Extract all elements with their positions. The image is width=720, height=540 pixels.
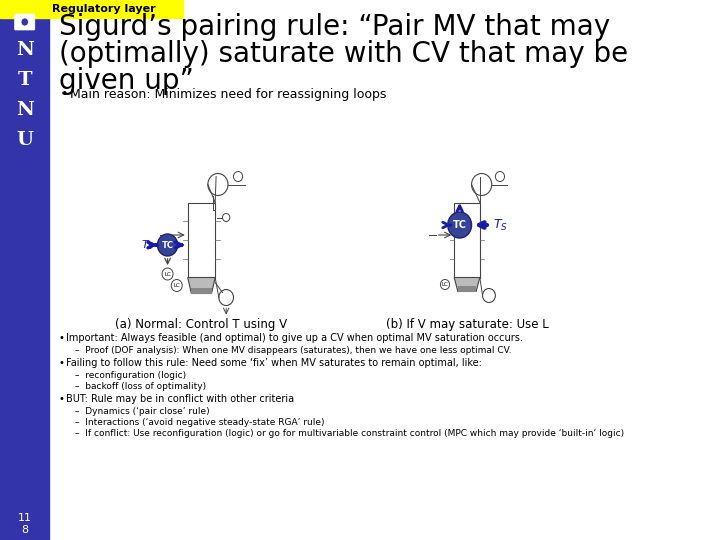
Text: LC: LC [174,283,180,288]
Text: N: N [16,41,34,59]
Circle shape [495,172,505,181]
Text: $T_S$: $T_S$ [140,238,154,252]
Bar [188,202,215,278]
Bar [0,0,50,540]
Text: 11: 11 [18,513,32,523]
Text: TC: TC [453,220,467,230]
Text: Regulatory layer: Regulatory layer [52,4,156,14]
Circle shape [219,289,233,306]
Polygon shape [454,278,480,292]
Circle shape [448,212,472,238]
Text: (b) If V may saturate: Use L: (b) If V may saturate: Use L [386,318,549,331]
Bar [454,202,480,278]
Text: •: • [58,394,65,403]
Circle shape [162,268,173,280]
Polygon shape [188,278,215,294]
Text: LC: LC [441,282,449,287]
Text: Main reason: Minimizes need for reassigning loops: Main reason: Minimizes need for reassign… [70,88,386,101]
Circle shape [171,280,182,292]
Circle shape [208,173,228,195]
Text: •: • [58,333,65,343]
Text: 8: 8 [21,525,28,535]
Circle shape [233,172,243,181]
Text: Important: Always feasible (and optimal) to give up a CV when optimal MV saturat: Important: Always feasible (and optimal)… [66,333,523,343]
Text: •: • [58,357,65,368]
Circle shape [482,288,495,302]
Text: –  If conflict: Use reconfiguration (logic) or go for multivariable constraint c: – If conflict: Use reconfiguration (logi… [75,429,624,438]
Text: LC: LC [164,272,171,276]
Circle shape [441,280,449,289]
Text: Failing to follow this rule: Need some ‘fix’ when MV saturates to remain optimal: Failing to follow this rule: Need some ‘… [66,357,482,368]
Text: U: U [17,131,33,149]
Text: $T_S$: $T_S$ [493,218,508,233]
Text: BUT: Rule may be in conflict with other criteria: BUT: Rule may be in conflict with other … [66,394,294,403]
Polygon shape [458,286,476,292]
Text: –  Dynamics (‘pair close’ rule): – Dynamics (‘pair close’ rule) [75,407,210,415]
Bar [0,0,183,18]
FancyBboxPatch shape [14,14,35,30]
Text: •: • [60,88,68,101]
Text: given up”: given up” [58,67,194,95]
Text: (a) Normal: Control T using V: (a) Normal: Control T using V [115,318,287,331]
Circle shape [222,213,230,221]
Text: T: T [17,71,32,89]
Text: –  Proof (DOF analysis): When one MV disappears (saturates), then we have one le: – Proof (DOF analysis): When one MV disa… [75,346,512,355]
Text: –  backoff (loss of optimality): – backoff (loss of optimality) [75,382,206,391]
Polygon shape [192,287,212,294]
Circle shape [158,234,178,256]
Text: N: N [16,101,34,119]
Text: Sigurd’s pairing rule: “Pair MV that may: Sigurd’s pairing rule: “Pair MV that may [58,13,610,41]
Text: (optimally) saturate with CV that may be: (optimally) saturate with CV that may be [58,40,628,68]
Text: TC: TC [161,240,174,249]
Circle shape [21,18,28,26]
Circle shape [472,173,492,195]
Text: –  Interactions (‘avoid negative steady-state RGA’ rule): – Interactions (‘avoid negative steady-s… [75,418,325,427]
Text: –  reconfiguration (logic): – reconfiguration (logic) [75,370,186,380]
